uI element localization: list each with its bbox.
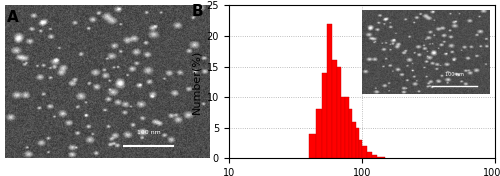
Bar xyxy=(316,109,322,158)
Bar xyxy=(368,152,372,158)
Bar xyxy=(337,67,341,158)
Bar xyxy=(309,134,316,158)
Bar xyxy=(362,146,368,158)
Bar xyxy=(322,73,328,158)
Bar xyxy=(349,109,352,158)
Bar xyxy=(341,97,345,158)
Bar xyxy=(356,128,359,158)
Bar xyxy=(345,97,349,158)
Text: A: A xyxy=(7,10,19,25)
Text: B: B xyxy=(192,4,203,19)
Bar xyxy=(332,60,337,158)
Bar xyxy=(372,155,377,158)
Y-axis label: Number(%): Number(%) xyxy=(191,50,201,114)
Bar xyxy=(377,157,386,158)
Text: 100 nm: 100 nm xyxy=(136,130,160,136)
Bar xyxy=(359,140,362,158)
Bar xyxy=(328,24,332,158)
Bar xyxy=(352,122,356,158)
